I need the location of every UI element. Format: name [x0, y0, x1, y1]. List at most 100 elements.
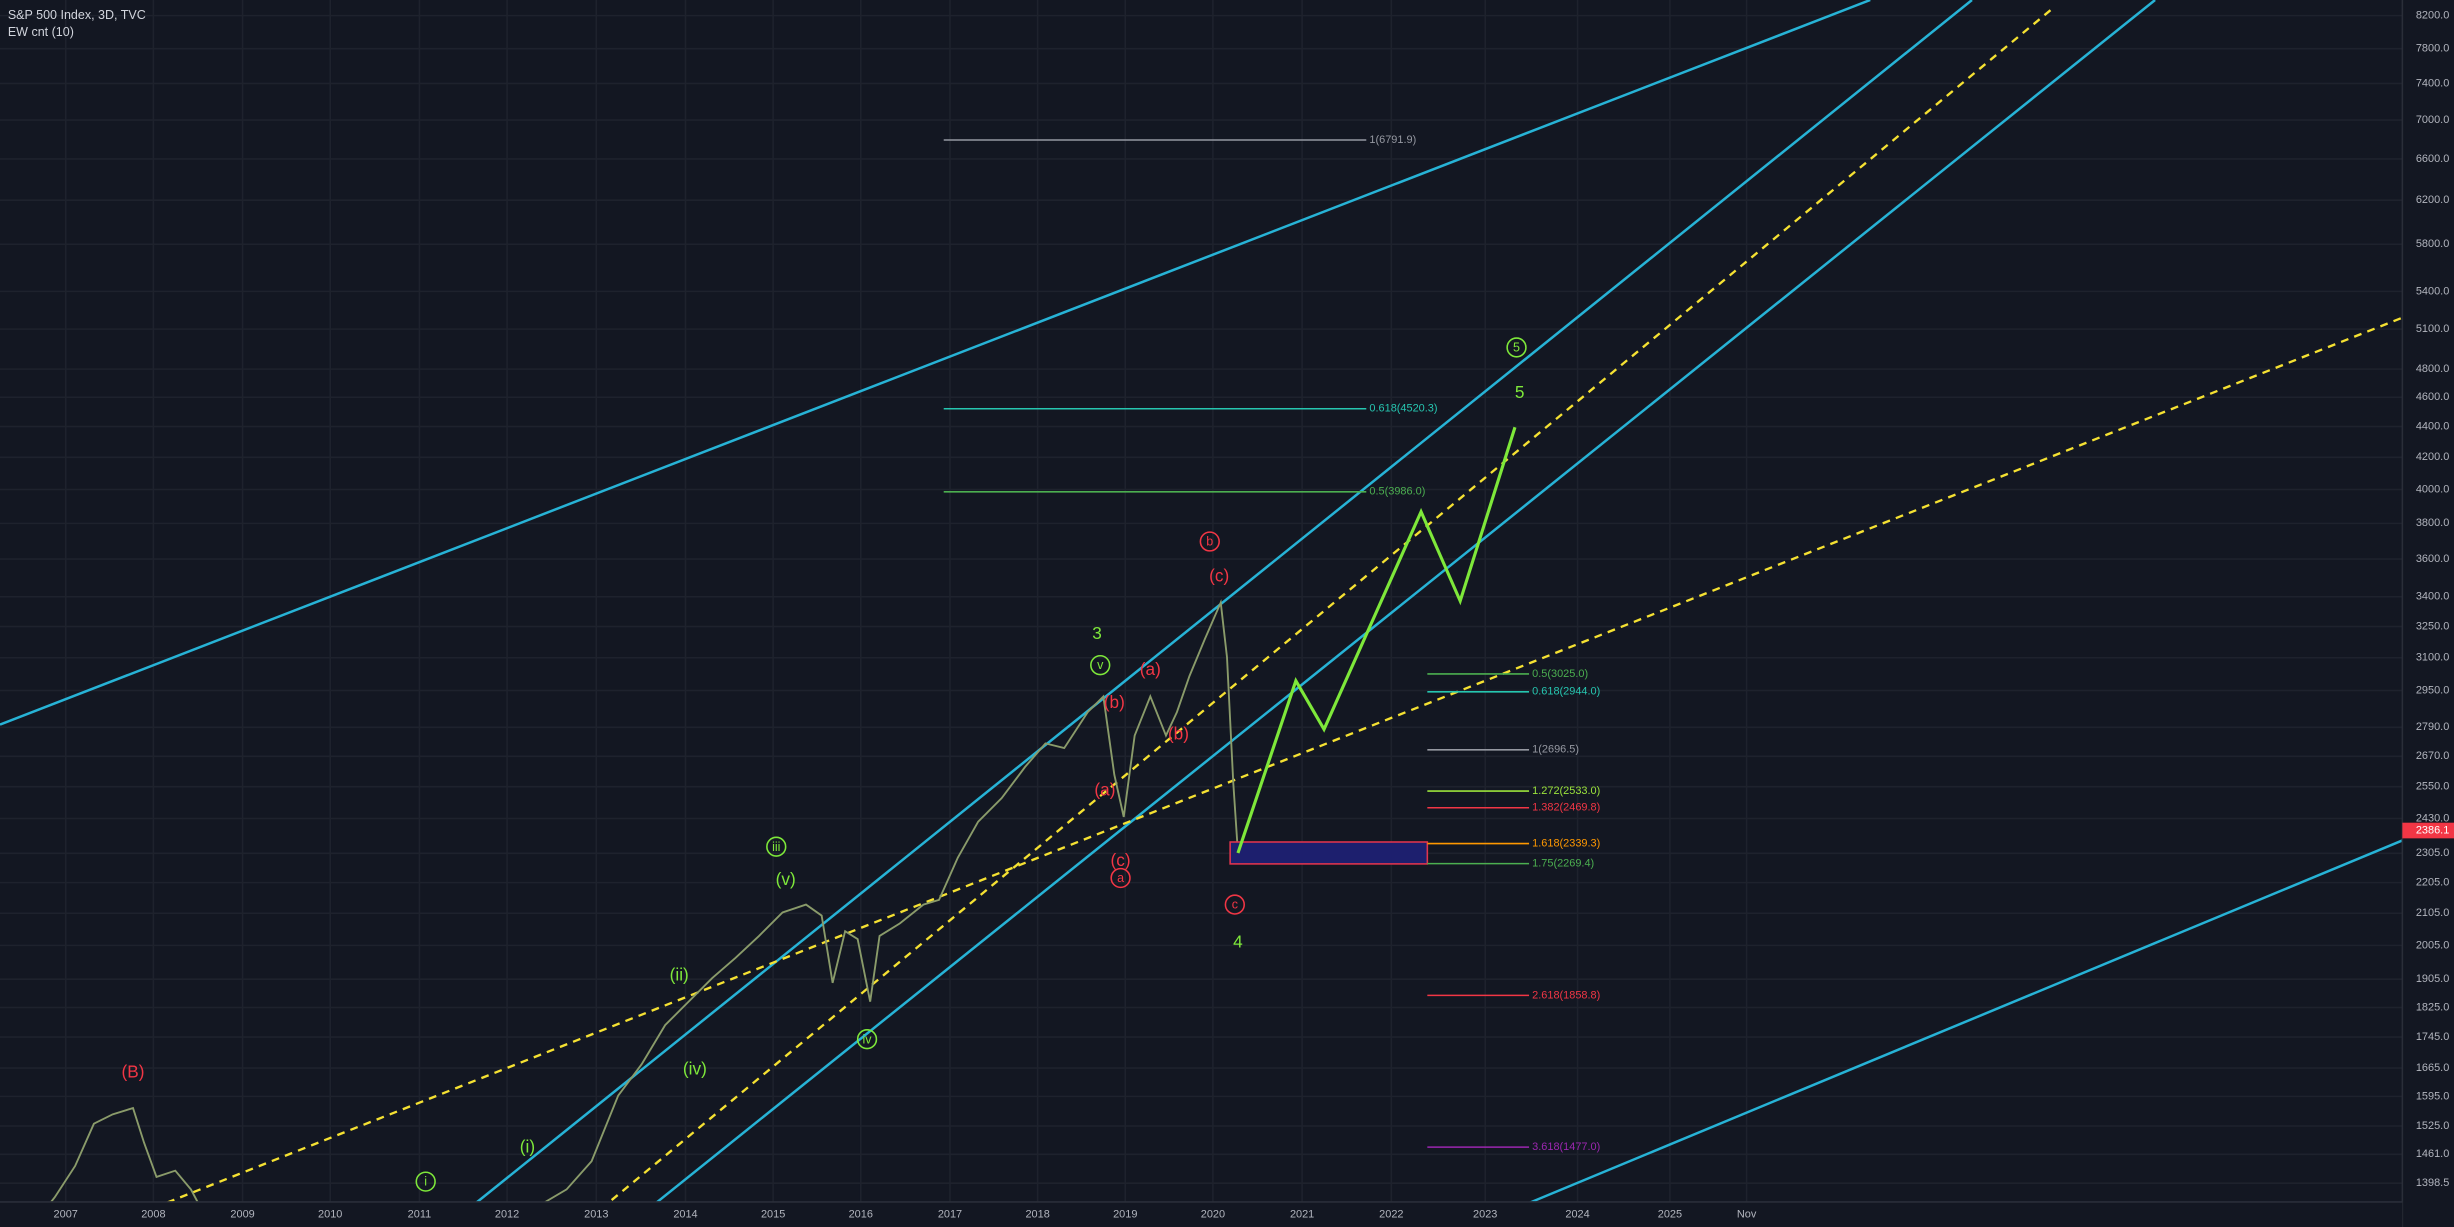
price-tick-label: 2790.0 — [2416, 721, 2449, 733]
fib-level-label: 0.5(3025.0) — [1532, 668, 1588, 680]
wave-label: (c) — [1111, 850, 1131, 870]
fib-level-label: 1.75(2269.4) — [1532, 858, 1594, 870]
price-tick-label: 1665.0 — [2416, 1062, 2449, 1074]
wave-label: (b) — [1104, 692, 1125, 712]
wave-label: i — [424, 1175, 427, 1189]
price-axis — [2402, 0, 2454, 1227]
time-tick-label: 2013 — [584, 1208, 608, 1220]
wave-circle — [415, 1171, 436, 1192]
time-tick-label: Nov — [1737, 1208, 1757, 1220]
wave-circle — [1110, 867, 1131, 889]
price-tick-label: 2105.0 — [2416, 907, 2449, 919]
price-tick-label: 7400.0 — [2416, 77, 2449, 89]
wave-label: (a) — [1094, 780, 1115, 800]
time-axis — [0, 1201, 2403, 1227]
current-price-box — [2402, 822, 2454, 839]
price-tick-label: 2305.0 — [2416, 847, 2449, 859]
fib-level-label: 2.618(1858.8) — [1532, 989, 1600, 1001]
fib-level-label: 0.618(2944.0) — [1532, 686, 1600, 698]
time-tick-label: 2023 — [1473, 1208, 1497, 1220]
dashed-lines — [140, 6, 2403, 1227]
wave-circle — [1199, 531, 1220, 552]
time-axis-labels: 2007 2008 2009 2010 2011 2012 2013 2014 2015 2016… — [54, 1208, 1757, 1220]
price-tick-label: 4200.0 — [2416, 451, 2449, 463]
time-tick-label: 2010 — [318, 1208, 342, 1220]
wave-label: (b) — [1168, 723, 1189, 743]
price-tick-label: 3400.0 — [2416, 591, 2449, 603]
time-tick-label: 2012 — [495, 1208, 519, 1220]
wave-label: (iv) — [683, 1058, 707, 1078]
price-tick-label: 1525.0 — [2416, 1120, 2449, 1132]
trend-line — [0, 0, 1871, 726]
trend-line — [1470, 839, 2403, 1227]
wave-label: 3 — [1092, 623, 1102, 643]
price-tick-label: 2670.0 — [2416, 750, 2449, 762]
fib-level-label: 1.272(2533.0) — [1532, 785, 1600, 797]
price-tick-label: 1745.0 — [2416, 1031, 2449, 1043]
price-tick-label: 1398.5 — [2416, 1177, 2449, 1189]
wave-label: (ii) — [670, 964, 689, 984]
time-tick-label: 2022 — [1379, 1208, 1403, 1220]
wave-label: a — [1117, 871, 1124, 885]
wave-label: c — [1232, 898, 1238, 912]
price-tick-label: 6200.0 — [2416, 194, 2449, 206]
dashed-trend-line — [578, 6, 2055, 1227]
wave-circle — [1090, 654, 1111, 676]
fib-level-label: 0.618(4520.3) — [1369, 403, 1437, 415]
price-tick-label: 2205.0 — [2416, 877, 2449, 889]
indicator-label: EW cnt (10) — [8, 25, 74, 39]
wave-label: 5 — [1515, 382, 1525, 402]
wave-circle — [1506, 337, 1527, 358]
wave-label: (a) — [1140, 659, 1161, 679]
price-tick-label: 2550.0 — [2416, 781, 2449, 793]
grid — [0, 0, 2403, 1202]
time-tick-label: 2008 — [141, 1208, 165, 1220]
dashed-trend-line — [140, 316, 2403, 1215]
time-tick-label: 2017 — [938, 1208, 962, 1220]
wave-label: iv — [863, 1032, 873, 1046]
price-tick-label: 5800.0 — [2416, 238, 2449, 250]
fib-levels: 1(6791.9) 0.618(4520.3) 0.5(3986.0) 0.5(302… — [943, 134, 1600, 1153]
trend-line — [625, 0, 2156, 1227]
fib-level-label: 1.382(2469.8) — [1532, 802, 1600, 814]
price-tick-label: 2005.0 — [2416, 939, 2449, 951]
price-tick-label: 4600.0 — [2416, 391, 2449, 403]
wave-circle — [856, 1029, 878, 1050]
price-tick-label: 7000.0 — [2416, 114, 2449, 126]
price-tick-label: 3250.0 — [2416, 620, 2449, 632]
target-zone — [1229, 841, 1429, 865]
fib-level-label: 1(6791.9) — [1369, 134, 1416, 146]
price-series — [30, 598, 1239, 1227]
wave-labels: (B)i(i)(ii)iii(iv)(v)ivv3(a)(b)(c)a(a)(b… — [122, 337, 1527, 1192]
wave-circle — [1224, 894, 1245, 915]
price-tick-label: 2950.0 — [2416, 684, 2449, 696]
time-tick-label: 2011 — [408, 1208, 432, 1220]
wave-label: v — [1097, 658, 1104, 672]
wave-label: b — [1206, 535, 1213, 549]
price-tick-label: 6600.0 — [2416, 153, 2449, 165]
wave-label: 4 — [1233, 931, 1243, 951]
wave-label: (v) — [776, 869, 796, 889]
wave-label: (i) — [520, 1137, 535, 1157]
trend-line — [445, 0, 1973, 1227]
price-tick-label: 1461.0 — [2416, 1148, 2449, 1160]
time-tick-label: 2024 — [1565, 1208, 1589, 1220]
time-tick-label: 2016 — [849, 1208, 873, 1220]
price-tick-label: 3100.0 — [2416, 652, 2449, 664]
time-tick-label: 2009 — [230, 1208, 254, 1220]
time-tick-label: 2020 — [1201, 1208, 1225, 1220]
price-tick-label: 4800.0 — [2416, 363, 2449, 375]
price-tick-label: 1595.0 — [2416, 1090, 2449, 1102]
symbol-title: S&P 500 Index, 3D, TVC — [8, 8, 146, 22]
projection-path — [1236, 426, 1517, 854]
fib-level-label: 1.618(2339.3) — [1532, 837, 1600, 849]
time-tick-label: 2021 — [1290, 1208, 1314, 1220]
price-tick-label: 1905.0 — [2416, 973, 2449, 985]
time-tick-label: 2019 — [1113, 1208, 1137, 1220]
wave-label: (c) — [1209, 565, 1229, 585]
wave-label: iii — [772, 840, 780, 854]
wave-label: 5 — [1513, 341, 1520, 355]
